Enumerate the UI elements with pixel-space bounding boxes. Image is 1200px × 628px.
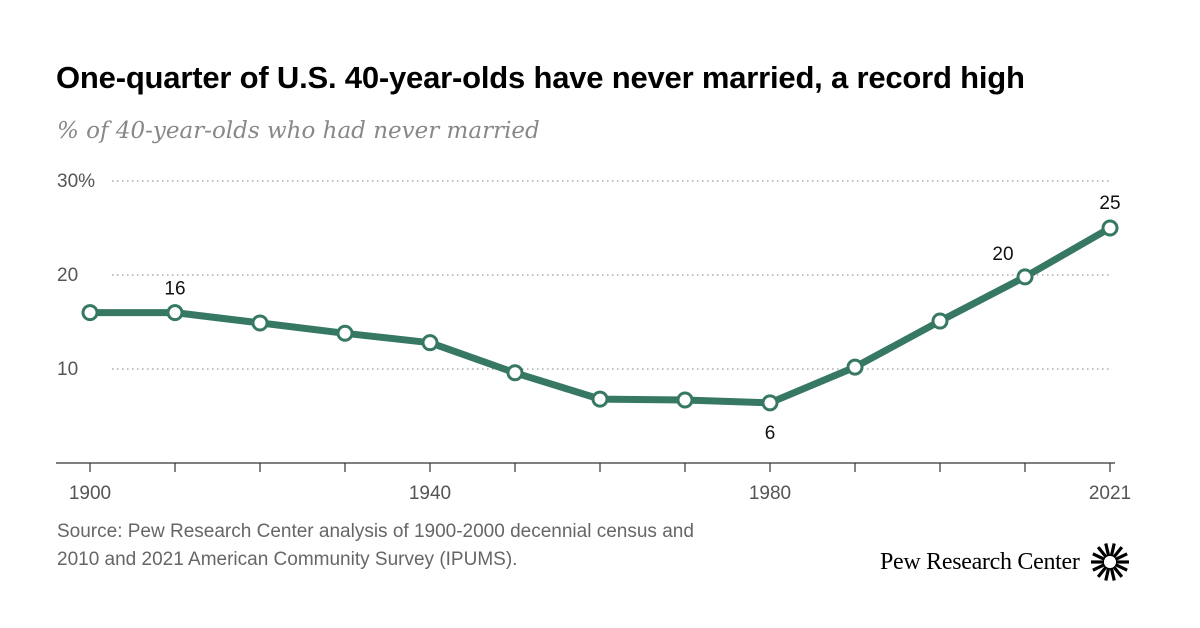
data-point: [81, 304, 99, 322]
chart-subtitle: % of 40-year-olds who had never married: [57, 118, 540, 144]
sunburst-ray: [1114, 563, 1128, 572]
x-tick-label: 1980: [749, 483, 791, 504]
y-tick-label: 30%: [57, 171, 95, 192]
sunburst-ray: [1091, 552, 1105, 561]
data-point: [676, 391, 694, 409]
sunburst-ray: [1112, 565, 1123, 578]
y-tick-label: 10: [57, 359, 78, 380]
data-label: 16: [164, 279, 185, 300]
sunburst-ray: [1091, 563, 1105, 572]
data-point: [336, 324, 354, 342]
data-point: [506, 364, 524, 382]
x-tick-label: 1900: [69, 483, 111, 504]
data-point: [1016, 268, 1034, 286]
chart-title: One-quarter of U.S. 40-year-olds have ne…: [56, 60, 1025, 95]
source-note: Source: Pew Research Center analysis of …: [57, 521, 694, 570]
data-point: [421, 334, 439, 352]
data-point: [1101, 219, 1119, 237]
line-chart: 10 20 30% 1900 1940 1980 2021 16 6 20 25: [56, 171, 1131, 504]
brand-logo: Pew Research Center: [880, 542, 1130, 582]
data-label: 25: [1099, 193, 1120, 214]
brand-name: Pew Research Center: [880, 548, 1080, 575]
y-tick-label: 20: [57, 265, 78, 286]
sunburst-ray: [1112, 546, 1123, 559]
sunburst-ray: [1114, 552, 1128, 561]
x-tick-label: 1940: [409, 483, 451, 504]
sunburst-ray: [1103, 543, 1110, 557]
series-line: [86, 224, 1114, 407]
sunburst-icon: [1090, 543, 1129, 581]
sunburst-ray: [1096, 546, 1108, 559]
data-point: [931, 312, 949, 330]
x-tick-label: 2021: [1089, 483, 1131, 504]
data-point: [251, 314, 269, 332]
data-point: [761, 394, 779, 412]
data-label: 6: [765, 423, 776, 444]
data-label: 20: [992, 244, 1013, 265]
sunburst-ray: [1109, 567, 1116, 581]
sunburst-ray: [1103, 567, 1110, 581]
sunburst-ray: [1109, 543, 1116, 557]
sunburst-ray: [1096, 565, 1108, 578]
data-point: [591, 390, 609, 408]
data-point: [166, 304, 184, 322]
data-point: [846, 358, 864, 376]
